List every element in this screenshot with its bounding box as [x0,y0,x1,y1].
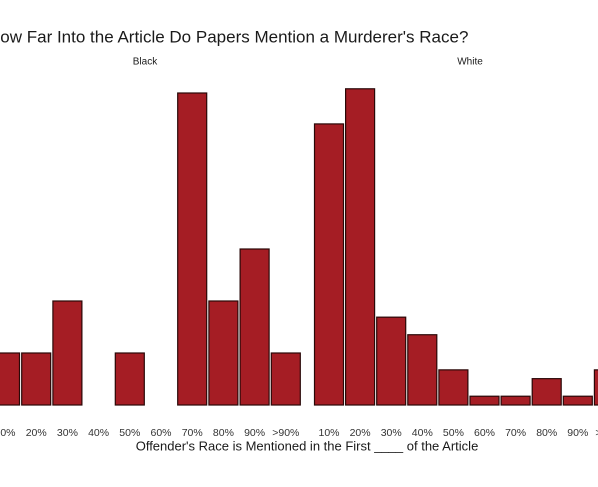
bar [0,352,21,406]
bar [562,395,593,406]
bar [208,300,239,406]
facet-label: White [457,57,483,68]
x-tick-label: >90% [272,427,299,439]
x-tick-label: 30% [57,427,78,439]
facet-label: Black [133,57,158,68]
bar [500,395,531,406]
bar [52,300,83,406]
x-tick-label: 90% [567,427,588,439]
bar [469,395,500,406]
bar [114,352,145,406]
x-tick-label: 30% [381,427,402,439]
bar [21,352,52,406]
x-tick-label: 10% [318,427,339,439]
bar [177,92,208,406]
x-tick-label: 20% [26,427,47,439]
x-axis-label: Offender's Race is Mentioned in the Firs… [136,438,479,453]
chart-title: How Far Into the Article Do Papers Menti… [0,27,468,46]
x-tick-label: 90% [244,427,265,439]
x-tick-label: 60% [474,427,495,439]
x-tick-label: 50% [119,427,140,439]
x-tick-label: 80% [536,427,557,439]
x-tick-label: 80% [213,427,234,439]
bar [345,88,376,406]
bar [438,369,469,406]
bar [376,316,407,406]
x-tick-label: 50% [443,427,464,439]
x-tick-label: >90% [595,427,598,439]
x-tick-label: 70% [505,427,526,439]
x-tick-label: 70% [182,427,203,439]
bar [239,248,270,406]
bar [531,378,562,406]
bar [313,123,345,406]
x-tick-label: 10% [0,427,16,439]
x-tick-label: 40% [412,427,433,439]
x-tick-label: 40% [88,427,109,439]
bar [593,369,598,406]
x-tick-label: 60% [150,427,171,439]
bar [270,352,301,406]
bar [407,334,438,406]
x-tick-label: 20% [350,427,371,439]
